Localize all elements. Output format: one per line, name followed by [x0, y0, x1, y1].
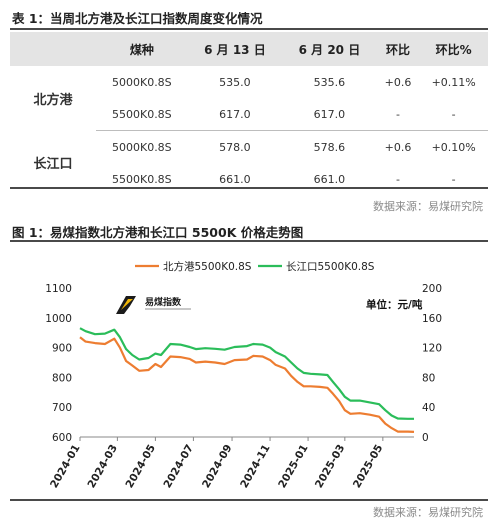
figure-source: 数据来源：易煤研究院: [373, 506, 483, 519]
coal-type: 5500K0.8S: [111, 172, 172, 186]
port-name: 北方港: [33, 92, 73, 108]
y-left-tick-label: 700: [52, 402, 72, 414]
y-right-tick-label: 120: [422, 343, 442, 355]
weekly-index-table: 煤种 6 月 13 日 6 月 20 日 环比 环比% 北方港 5000K0.8…: [10, 32, 488, 195]
x-tick-label: 2025-05: [351, 443, 385, 491]
table-top-rule: [10, 28, 488, 30]
y-right-tick-label: 200: [422, 283, 442, 295]
table-row: 北方港 5000K0.8S 535.0 535.6 +0.6 +0.11%: [10, 66, 488, 108]
change-value: -: [396, 172, 400, 186]
price-trend-chart: 北方港5500K0.8S 长江口5500K0.8S 600700800900100…: [45, 260, 442, 490]
logo-text: 易煤指数: [145, 296, 182, 308]
header-chg: 环比: [376, 32, 420, 66]
series-line-north: [79, 336, 415, 433]
table-caption: 表 1：当周北方港及长江口指数周度变化情况: [12, 11, 263, 26]
unit-label: 单位：元/吨: [366, 298, 423, 311]
chart-axes: 600 700 800 900 1000 1100 0 40 80 120 160 200 2024-0…: [45, 283, 442, 490]
legend-label: 北方港5500K0.8S: [163, 260, 252, 273]
x-tick-label: 2024-05: [124, 443, 158, 491]
legend-label: 长江口5500K0.8S: [286, 261, 375, 273]
y-left-tick-label: 800: [52, 372, 72, 384]
header-coal: 煤种: [96, 32, 188, 66]
change-value: +0.6: [384, 140, 412, 154]
table-row: 5500K0.8S 661.0 661.0 - -: [10, 163, 488, 195]
value-jun13: 578.0: [219, 140, 251, 154]
header-port: [10, 32, 96, 66]
header-jun20: 6 月 20 日: [282, 32, 377, 66]
x-tick-label: 2024-07: [162, 443, 196, 491]
chart-legend: 北方港5500K0.8S 长江口5500K0.8S: [135, 260, 375, 273]
value-jun13: 617.0: [187, 98, 283, 131]
yimei-logo: 易煤指数: [112, 293, 196, 317]
y-left-tick-label: 1100: [45, 283, 72, 295]
port-name: 长江口: [33, 157, 73, 173]
x-tick-label: 2025-01: [276, 443, 310, 491]
value-jun20: 535.6: [313, 75, 346, 89]
y-left-tick-label: 900: [52, 343, 72, 355]
y-right-tick-label: 160: [422, 313, 442, 325]
header-chg-pct: 环比%: [419, 32, 488, 66]
table-row: 5500K0.8S 617.0 617.0 - -: [10, 98, 488, 131]
y-right-tick-label: 80: [422, 372, 435, 384]
change-value: +0.6: [384, 75, 412, 89]
x-tick-label: 2024-11: [238, 443, 272, 491]
change-value: -: [376, 98, 420, 131]
coal-type: 5000K0.8S: [111, 75, 172, 89]
x-tick-label: 2024-01: [48, 443, 82, 491]
y-right-tick-label: 40: [422, 402, 435, 414]
coal-type: 5500K0.8S: [96, 98, 188, 131]
value-jun20: 617.0: [282, 98, 377, 131]
y-right-tick-label: 0: [422, 432, 429, 444]
y-left-tick-label: 600: [52, 432, 72, 444]
figure-caption: 图 1：易煤指数北方港和长江口 5500K 价格走势图: [12, 225, 304, 240]
change-percent: -: [419, 98, 488, 131]
coal-type: 5000K0.8S: [111, 140, 172, 154]
table-row: 长江口 5000K0.8S 578.0 578.6 +0.6 +0.10%: [10, 131, 488, 173]
figure-top-rule: [10, 240, 488, 242]
value-jun13: 661.0: [219, 172, 251, 186]
value-jun20: 661.0: [313, 172, 346, 186]
change-percent: +0.10%: [431, 140, 476, 154]
table-source: 数据来源：易煤研究院: [373, 200, 483, 213]
series-lines: [79, 327, 415, 433]
header-jun13: 6 月 13 日: [187, 32, 283, 66]
table-header-row: 煤种 6 月 13 日 6 月 20 日 环比 环比%: [10, 32, 488, 66]
change-percent: -: [451, 172, 456, 186]
change-percent: +0.11%: [431, 75, 476, 89]
series-line-yangtze: [79, 327, 414, 420]
value-jun13: 535.0: [219, 75, 251, 89]
y-left-tick-label: 1000: [45, 313, 72, 325]
value-jun20: 578.6: [313, 140, 346, 154]
x-tick-label: 2024-09: [200, 443, 234, 491]
x-tick-label: 2025-03: [313, 443, 347, 491]
x-tick-label: 2024-03: [85, 443, 119, 491]
figure-bottom-rule: [10, 499, 488, 501]
table-bottom-rule: [10, 187, 488, 189]
